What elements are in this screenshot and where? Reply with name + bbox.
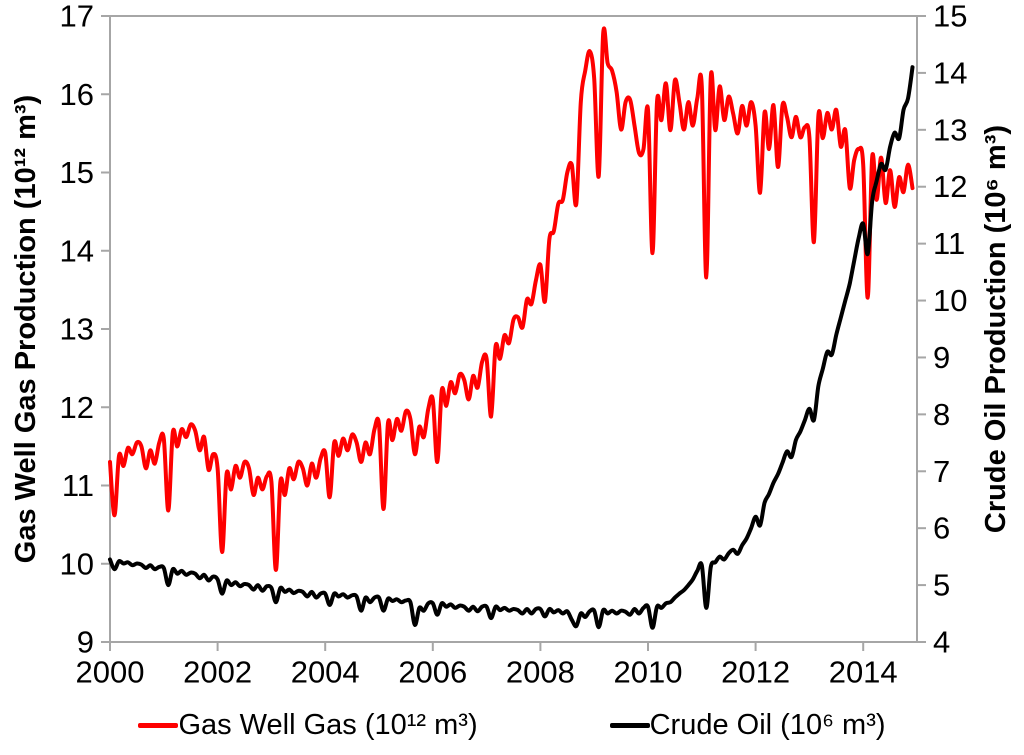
- svg-text:4: 4: [933, 625, 950, 660]
- right-axis-title: Crude Oil Production (10⁶ m³): [980, 125, 1012, 533]
- left-axis-title: Gas Well Gas Production (10¹² m³): [10, 95, 42, 563]
- svg-text:2010: 2010: [614, 655, 683, 690]
- legend-item-oil: Crude Oil (10⁶ m³): [609, 708, 886, 742]
- legend: Gas Well Gas (10¹² m³) Crude Oil (10⁶ m³…: [0, 700, 1024, 750]
- svg-text:2004: 2004: [291, 655, 360, 690]
- svg-text:15: 15: [60, 155, 94, 190]
- svg-text:5: 5: [933, 568, 950, 603]
- svg-text:17: 17: [60, 0, 94, 34]
- svg-text:2006: 2006: [398, 655, 467, 690]
- svg-text:14: 14: [933, 55, 967, 90]
- gas-line-swatch: [138, 722, 179, 728]
- axis-ticks: [101, 15, 926, 651]
- svg-text:12: 12: [60, 390, 94, 425]
- svg-text:13: 13: [933, 112, 967, 147]
- svg-text:2000: 2000: [76, 655, 145, 690]
- svg-text:2002: 2002: [183, 655, 252, 690]
- svg-text:2012: 2012: [721, 655, 790, 690]
- svg-text:10: 10: [933, 283, 967, 318]
- legend-label-oil: Crude Oil (10⁶ m³): [649, 708, 886, 741]
- svg-text:2008: 2008: [506, 655, 575, 690]
- svg-text:12: 12: [933, 169, 967, 204]
- svg-text:15: 15: [933, 0, 967, 34]
- svg-text:16: 16: [60, 77, 94, 112]
- svg-text:9: 9: [77, 625, 94, 660]
- axis-tick-labels: 9 10 11 12 13 14 15 16 17 4 5 6 7 8 9 10 11 12 13 14 15 2000 2…: [60, 0, 968, 690]
- svg-text:6: 6: [933, 511, 950, 546]
- svg-text:9: 9: [933, 340, 950, 375]
- svg-text:14: 14: [60, 233, 94, 268]
- svg-text:2014: 2014: [829, 655, 898, 690]
- svg-text:13: 13: [60, 312, 94, 347]
- legend-label-gas: Gas Well Gas (10¹² m³): [178, 708, 478, 741]
- svg-text:7: 7: [933, 454, 950, 489]
- svg-text:11: 11: [62, 468, 94, 503]
- legend-item-gas: Gas Well Gas (10¹² m³): [138, 708, 478, 742]
- svg-text:10: 10: [60, 546, 94, 581]
- oil-line-swatch: [609, 722, 650, 728]
- svg-text:8: 8: [933, 397, 950, 432]
- svg-text:11: 11: [933, 226, 965, 261]
- chart-plot-area: 9 10 11 12 13 14 15 16 17 4 5 6 7 8 9 10 11 12 13 14 15 2000 2…: [10, 0, 1012, 690]
- data-series-lines: [108, 26, 915, 630]
